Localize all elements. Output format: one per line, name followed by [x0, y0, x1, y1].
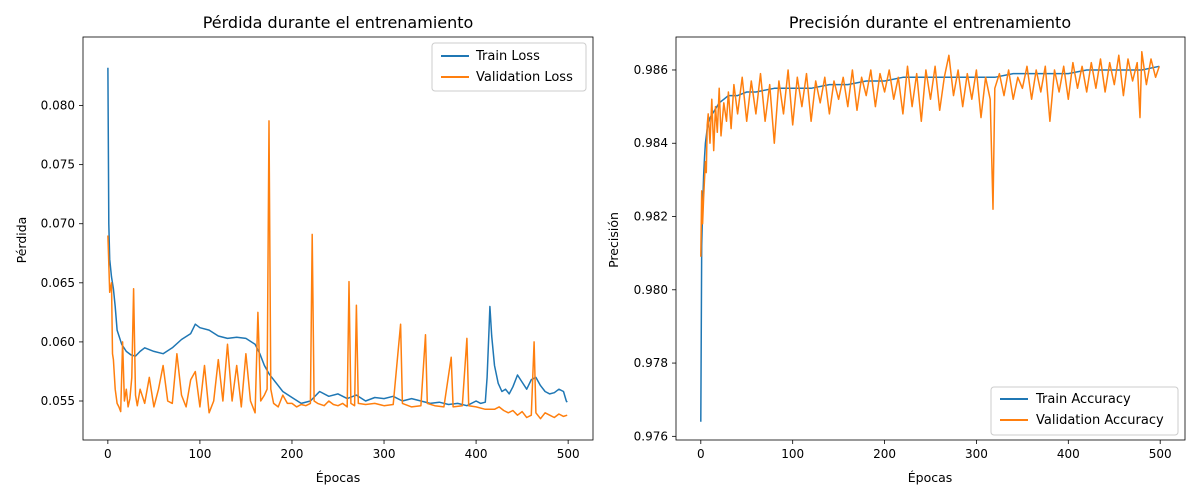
loss-y-tick-label: 0.055: [41, 394, 75, 408]
loss-chart: Pérdida durante el entrenamiento Épocas …: [14, 13, 594, 485]
legend-label-validation-loss: Validation Loss: [476, 70, 573, 85]
accuracy-x-axis-label: Épocas: [908, 470, 953, 485]
loss-x-axis-label: Épocas: [316, 470, 361, 485]
accuracy-x-tick-label: 500: [1149, 447, 1172, 461]
loss-y-tick-label: 0.080: [41, 99, 75, 113]
loss-x-tick-label: 500: [557, 447, 580, 461]
loss-x-tick-label: 400: [465, 447, 488, 461]
accuracy-series-validation-accuracy-line: [700, 50, 1161, 257]
accuracy-y-tick-label: 0.984: [634, 136, 668, 150]
loss-axes-frame: [82, 36, 594, 441]
loss-x-tick-label: 300: [373, 447, 396, 461]
loss-y-tick-label: 0.065: [41, 276, 75, 290]
loss-chart-title: Pérdida durante el entrenamiento: [203, 13, 474, 32]
accuracy-chart-title: Precisión durante el entrenamiento: [789, 13, 1071, 32]
accuracy-y-tick-label: 0.986: [634, 63, 668, 77]
loss-plot-area: 0 100 200 300 400 500 0.055 0.060 0.065 0.070 0.07…: [41, 36, 594, 461]
loss-y-axis-label: Pérdida: [14, 217, 29, 264]
accuracy-y-tick-label: 0.980: [634, 283, 668, 297]
loss-series-validation-loss-line: [107, 120, 568, 420]
accuracy-x-tick-label: 0: [697, 447, 705, 461]
accuracy-y-tick-label: 0.978: [634, 356, 668, 370]
loss-x-tick-label: 0: [104, 447, 112, 461]
loss-y-tick-label: 0.060: [41, 335, 75, 349]
loss-legend-box: [431, 42, 587, 92]
loss-y-tick-label: 0.075: [41, 158, 75, 172]
accuracy-x-tick-label: 100: [781, 447, 804, 461]
accuracy-x-tick-label: 200: [873, 447, 896, 461]
accuracy-x-tick-label: 300: [965, 447, 988, 461]
accuracy-y-axis-label: Precisión: [606, 212, 621, 268]
accuracy-x-tick-label: 400: [1057, 447, 1080, 461]
accuracy-chart: Precisión durante el entrenamiento Época…: [606, 13, 1186, 485]
loss-series-train-loss-line: [107, 67, 568, 407]
accuracy-plot-area: 0 100 200 300 400 500 0.976 0.978 0.980 0.982 0.98…: [634, 36, 1186, 461]
loss-y-tick-label: 0.070: [41, 217, 75, 231]
legend-label-validation-accuracy: Validation Accuracy: [1036, 413, 1164, 428]
accuracy-legend-box: [990, 386, 1179, 436]
legend-label-train-accuracy: Train Accuracy: [1035, 392, 1131, 407]
accuracy-y-tick-label: 0.982: [634, 210, 668, 224]
legend-label-train-loss: Train Loss: [475, 49, 540, 64]
accuracy-axes-frame: [675, 36, 1186, 441]
loss-legend: Train Loss Validation Loss: [431, 42, 587, 92]
loss-x-tick-label: 200: [281, 447, 304, 461]
loss-x-tick-label: 100: [188, 447, 211, 461]
accuracy-y-tick-label: 0.976: [634, 429, 668, 443]
accuracy-legend: Train Accuracy Validation Accuracy: [990, 386, 1179, 436]
